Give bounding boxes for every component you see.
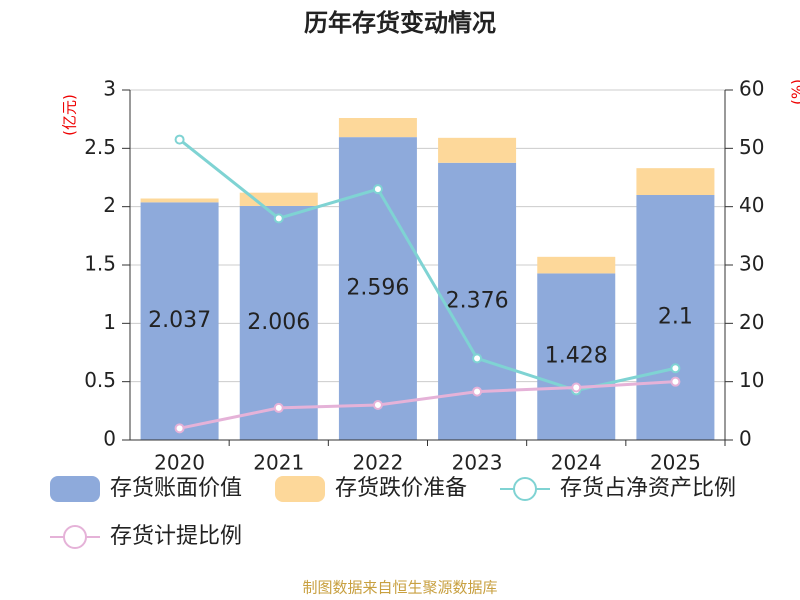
bar: [239, 192, 318, 206]
source-note: 制图数据来自恒生聚源数据库: [302, 579, 497, 597]
legend-label: 存货账面价值: [110, 476, 242, 501]
legend-marker: [513, 477, 537, 501]
bar: [140, 198, 219, 203]
line-point: [472, 386, 483, 397]
bar: [636, 195, 715, 440]
x-tick-label: 2025: [650, 451, 701, 475]
legend-label: 存货计提比例: [110, 524, 242, 549]
legend-marker: [63, 525, 87, 549]
line-point: [174, 134, 185, 145]
x-tick-label: 2022: [352, 451, 403, 475]
x-tick-label: 2024: [551, 451, 602, 475]
line-point: [273, 213, 284, 224]
y-tick-label: 0.5: [84, 368, 116, 392]
chart-title: 历年存货变动情况: [304, 9, 496, 37]
line-point: [670, 363, 681, 374]
y-tick-label: 3: [103, 77, 116, 101]
value-label: 2.1: [658, 305, 693, 330]
x-tick-label: 2021: [253, 451, 304, 475]
line-point: [372, 400, 383, 410]
legend-swatch: [50, 476, 100, 502]
y-tick-label: 1.5: [84, 252, 116, 276]
value-label: 2.037: [148, 308, 211, 333]
y2-tick-label: 30: [739, 252, 764, 276]
y2-tick-label: 0: [739, 427, 752, 451]
line-point: [670, 376, 681, 387]
bar: [537, 273, 616, 440]
y2-axis-label: (%): [789, 79, 800, 105]
legend-label: 存货跌价准备: [335, 476, 467, 501]
line-point: [472, 353, 483, 364]
y2-tick-label: 40: [739, 193, 764, 217]
y-tick-label: 1: [103, 310, 116, 334]
y2-tick-label: 20: [739, 310, 764, 334]
bar: [537, 256, 616, 274]
bar: [239, 205, 318, 440]
y-tick-label: 2: [103, 193, 116, 217]
y-tick-label: 2.5: [84, 135, 116, 159]
bar: [338, 118, 417, 138]
x-tick-label: 2023: [452, 451, 503, 475]
y-tick-label: 0: [103, 427, 116, 451]
bar: [636, 168, 715, 195]
legend-label: 存货占净资产比例: [560, 476, 736, 501]
y-axis-label: (亿元): [61, 94, 79, 136]
x-tick-label: 2020: [154, 451, 205, 475]
y2-tick-label: 50: [739, 135, 764, 159]
line: [179, 380, 676, 430]
line-point: [372, 184, 383, 195]
value-label: 1.428: [545, 344, 608, 369]
line-point: [174, 423, 185, 434]
bar: [140, 202, 219, 440]
value-label: 2.006: [247, 310, 310, 335]
line-point: [273, 402, 284, 413]
bar: [438, 137, 517, 163]
y2-tick-label: 60: [739, 77, 764, 101]
line-point: [571, 382, 582, 393]
y2-tick-label: 10: [739, 368, 764, 392]
value-label: 2.376: [446, 288, 509, 313]
legend-swatch: [275, 476, 325, 502]
value-label: 2.596: [346, 276, 409, 301]
